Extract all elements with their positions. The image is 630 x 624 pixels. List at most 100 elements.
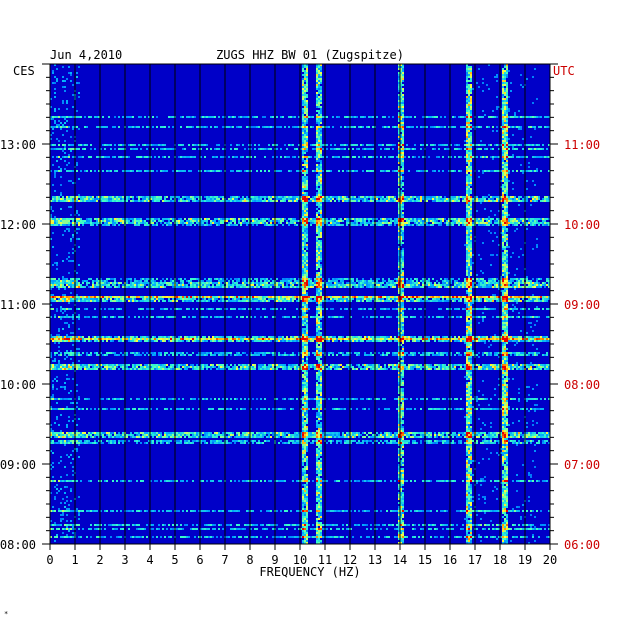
spectrogram-cell — [392, 170, 394, 172]
spectrogram-cell — [250, 284, 252, 286]
spectrogram-cell — [534, 184, 536, 186]
spectrogram-cell — [318, 264, 320, 266]
spectrogram-cell — [402, 260, 404, 262]
spectrogram-cell — [316, 70, 318, 72]
spectrogram-cell — [306, 140, 308, 142]
spectrogram-cell — [320, 96, 322, 98]
spectrogram-cell — [400, 138, 402, 140]
spectrogram-cell — [166, 224, 168, 226]
spectrogram-cell — [302, 146, 304, 148]
spectrogram-cell — [96, 224, 98, 226]
spectrogram-cell — [470, 256, 472, 258]
spectrogram-cell — [292, 116, 294, 118]
spectrogram-cell — [394, 144, 396, 146]
spectrogram-cell — [276, 156, 278, 158]
spectrogram-cell — [362, 218, 364, 220]
spectrogram-cell — [502, 204, 504, 206]
spectrogram-cell — [106, 286, 108, 288]
spectrogram-cell — [502, 108, 504, 110]
spectrogram-cell — [340, 218, 342, 220]
spectrogram-cell — [236, 170, 238, 172]
spectrogram-cell — [54, 64, 56, 66]
spectrogram-cell — [200, 148, 202, 150]
spectrogram-cell — [264, 200, 266, 202]
spectrogram-cell — [304, 234, 306, 236]
spectrogram-cell — [102, 218, 104, 220]
spectrogram-cell — [268, 284, 270, 286]
spectrogram-cell — [398, 230, 400, 232]
spectrogram-cell — [292, 282, 294, 284]
spectrogram-cell — [462, 224, 464, 226]
spectrogram-cell — [302, 168, 304, 170]
spectrogram-cell — [306, 84, 308, 86]
spectrogram-cell — [150, 286, 152, 288]
spectrogram-cell — [92, 196, 94, 198]
spectrogram-cell — [228, 198, 230, 200]
spectrogram-cell — [316, 236, 318, 238]
spectrogram-cell — [302, 124, 304, 126]
spectrogram-cell — [506, 138, 508, 140]
spectrogram-cell — [466, 64, 468, 66]
spectrogram-cell — [306, 244, 308, 246]
spectrogram-cell — [538, 282, 540, 284]
spectrogram-cell — [62, 280, 64, 282]
spectrogram-cell — [484, 114, 486, 116]
spectrogram-cell — [444, 282, 446, 284]
spectrogram-cell — [178, 286, 180, 288]
spectrogram-cell — [354, 196, 356, 198]
spectrogram-cell — [310, 280, 312, 282]
spectrogram-cell — [504, 278, 506, 280]
spectrogram-cell — [504, 186, 506, 188]
spectrogram-cell — [426, 282, 428, 284]
spectrogram-cell — [188, 196, 190, 198]
spectrogram-cell — [304, 156, 306, 158]
spectrogram-cell — [464, 156, 466, 158]
spectrogram-cell — [302, 98, 304, 100]
spectrogram-cell — [316, 66, 318, 68]
spectrogram-cell — [340, 196, 342, 198]
spectrogram-cell — [318, 72, 320, 74]
spectrogram-cell — [414, 200, 416, 202]
spectrogram-cell — [394, 218, 396, 220]
spectrogram-cell — [468, 178, 470, 180]
spectrogram-cell — [306, 68, 308, 70]
spectrogram-cell — [306, 82, 308, 84]
spectrogram-cell — [122, 170, 124, 172]
spectrogram-cell — [380, 220, 382, 222]
spectrogram-cell — [220, 220, 222, 222]
spectrogram-cell — [352, 156, 354, 158]
spectrogram-cell — [316, 252, 318, 254]
spectrogram-cell — [358, 284, 360, 286]
spectrogram-cell — [318, 118, 320, 120]
spectrogram-cell — [520, 224, 522, 226]
spectrogram-cell — [208, 200, 210, 202]
spectrogram-cell — [126, 280, 128, 282]
spectrogram-cell — [198, 278, 200, 280]
spectrogram-cell — [502, 198, 504, 200]
spectrogram-cell — [480, 126, 482, 128]
spectrogram-cell — [318, 272, 320, 274]
spectrogram-cell — [198, 220, 200, 222]
spectrogram-cell — [484, 282, 486, 284]
spectrogram-cell — [490, 282, 492, 284]
spectrogram-cell — [316, 100, 318, 102]
spectrogram-cell — [340, 224, 342, 226]
spectrogram-cell — [476, 126, 478, 128]
spectrogram-cell — [234, 282, 236, 284]
spectrogram-cell — [302, 152, 304, 154]
spectrogram-cell — [72, 182, 74, 184]
spectrogram-cell — [418, 222, 420, 224]
spectrogram-cell — [54, 198, 56, 200]
spectrogram-cell — [466, 108, 468, 110]
spectrogram-cell — [362, 278, 364, 280]
spectrogram-cell — [180, 220, 182, 222]
spectrogram-cell — [242, 280, 244, 282]
spectrogram-cell — [60, 192, 62, 194]
spectrogram-cell — [400, 252, 402, 254]
spectrogram-cell — [320, 232, 322, 234]
spectrogram-cell — [200, 170, 202, 172]
spectrogram-cell — [296, 196, 298, 198]
spectrogram-cell — [346, 220, 348, 222]
spectrogram-cell — [306, 130, 308, 132]
spectrogram-cell — [156, 200, 158, 202]
